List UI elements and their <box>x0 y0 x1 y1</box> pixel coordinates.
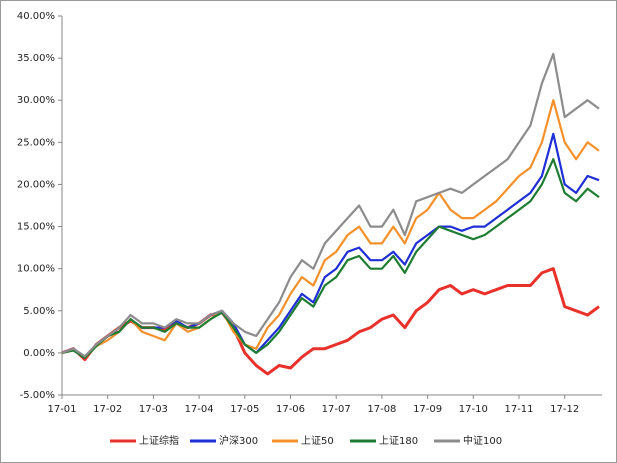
x-tick-label: 17-02 <box>93 404 122 415</box>
x-tick-label: 17-03 <box>139 404 168 415</box>
series-line <box>61 158 600 359</box>
y-tick-label: 5.00% <box>23 306 55 317</box>
y-tick-label: 30.00% <box>17 95 55 106</box>
legend-label: 中证100 <box>463 434 502 447</box>
legend-label: 上证综指 <box>139 434 179 447</box>
x-tick-label: 17-11 <box>504 404 533 415</box>
legend-label: 上证50 <box>301 435 334 447</box>
legend-label: 沪深300 <box>219 434 258 447</box>
x-tick-label: 17-06 <box>276 404 305 415</box>
y-tick-label: 10.00% <box>17 264 55 275</box>
y-tick-label: 20.00% <box>17 179 55 190</box>
x-tick-label: 17-12 <box>550 404 579 415</box>
y-tick-label: 25.00% <box>17 137 55 148</box>
y-tick-label: -5.00% <box>20 390 55 401</box>
y-tick-label: 40.00% <box>17 11 55 22</box>
y-tick-label: 0.00% <box>23 348 55 359</box>
x-tick-label: 17-04 <box>185 404 214 415</box>
x-tick-label: 17-01 <box>47 404 76 415</box>
series-line <box>61 99 600 359</box>
y-tick-label: 15.00% <box>17 222 55 233</box>
y-tick-label: 35.00% <box>17 53 55 64</box>
x-tick-label: 17-08 <box>367 404 396 415</box>
x-tick-label: 17-10 <box>459 404 488 415</box>
series-line <box>61 52 600 358</box>
legend-label: 上证180 <box>379 435 418 447</box>
x-tick-label: 17-07 <box>322 404 351 415</box>
x-tick-label: 17-09 <box>413 404 442 415</box>
x-tick-label: 17-05 <box>230 404 259 415</box>
